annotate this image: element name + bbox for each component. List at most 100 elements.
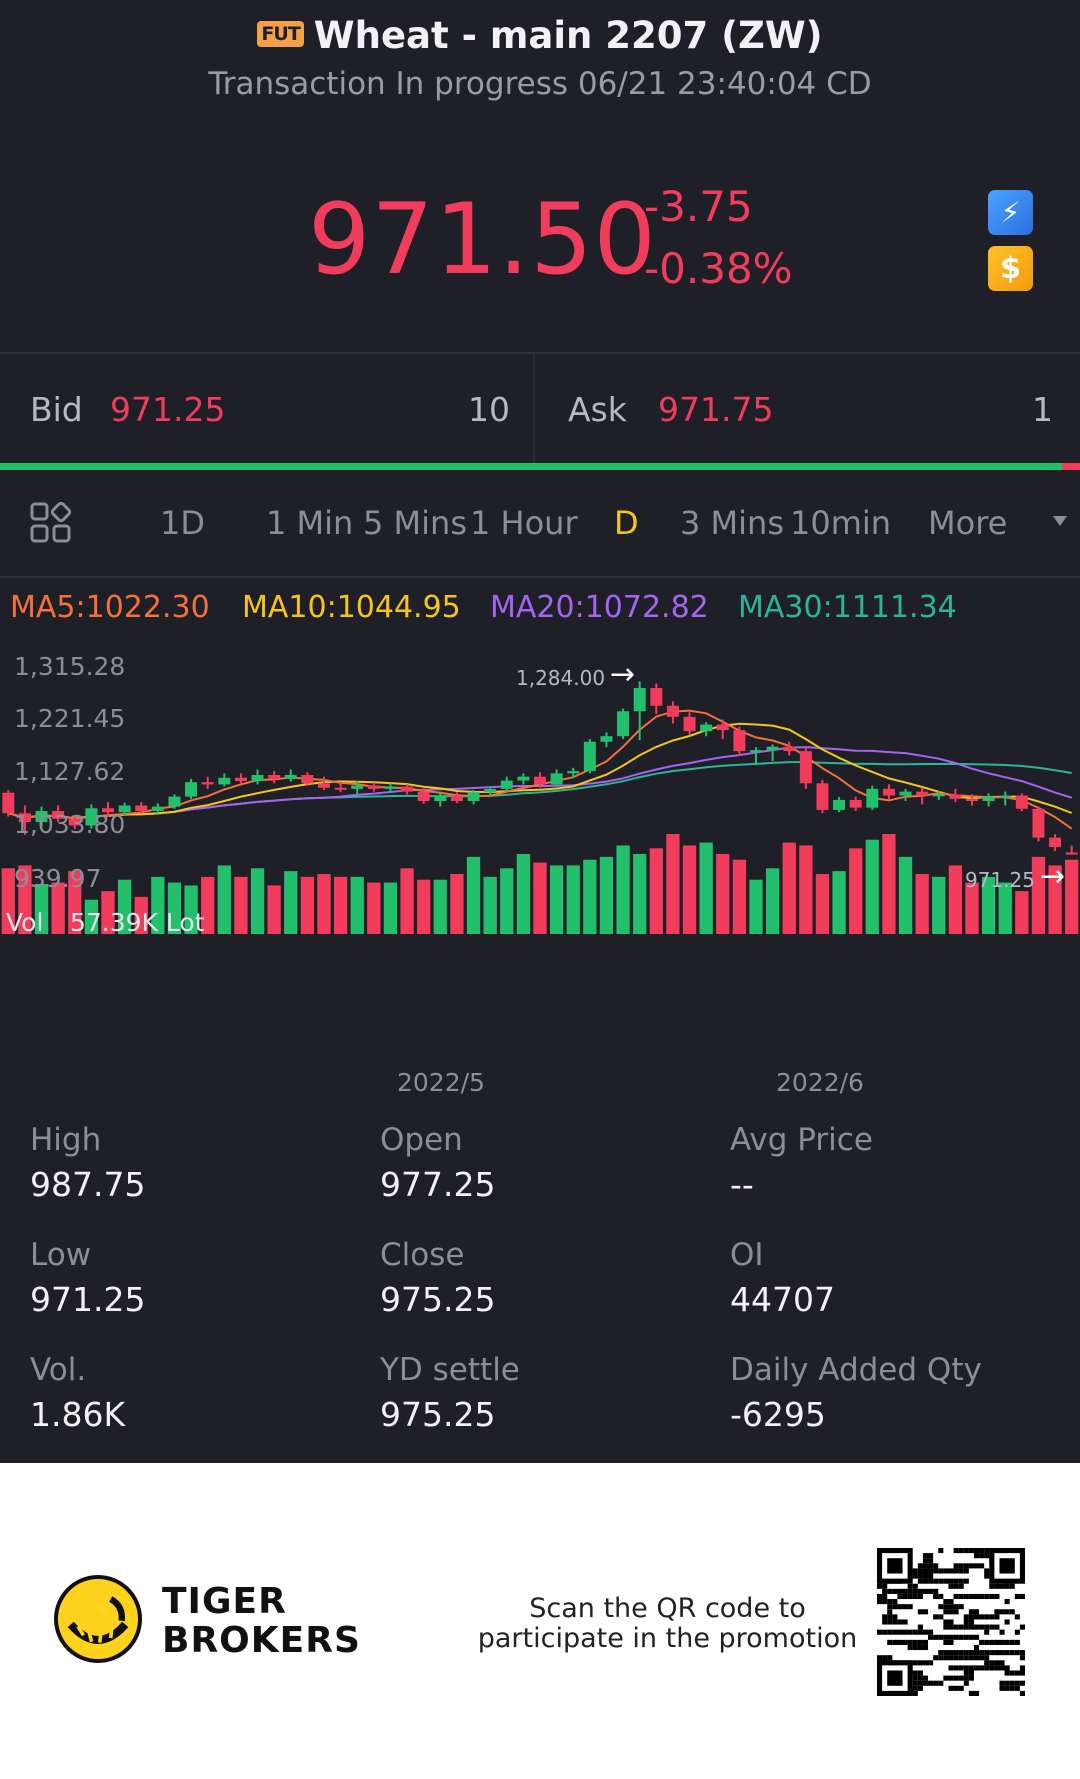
volume-bar	[533, 862, 547, 934]
tab-more[interactable]: More	[928, 504, 1008, 542]
candle-body	[633, 687, 646, 712]
volume-bar	[915, 874, 929, 934]
candle-body	[567, 771, 580, 774]
dollar-icon[interactable]: $	[988, 246, 1033, 291]
y-tick-4: 1,033.80	[14, 810, 126, 839]
candle-body	[450, 795, 463, 802]
tab-10min[interactable]: 10min	[790, 504, 892, 542]
grid-layout-icon[interactable]	[30, 502, 72, 544]
volume-bar	[101, 891, 115, 934]
y-tick-2: 1,221.45	[14, 704, 126, 733]
volume-bar	[849, 848, 863, 934]
candle-body	[52, 811, 65, 819]
volume-bar	[18, 865, 32, 934]
volume-bar	[250, 868, 265, 934]
volume-bar	[815, 874, 830, 934]
volume-bar	[599, 856, 614, 934]
stat-oi-label: OI	[730, 1237, 764, 1273]
volume-bar	[1, 868, 15, 934]
tab-5mins[interactable]: 5 Mins	[363, 504, 467, 542]
candle-body	[1015, 795, 1028, 809]
volume-bar	[732, 859, 747, 934]
stat-ydsettle-label: YD settle	[380, 1352, 520, 1388]
candle-body	[849, 799, 862, 808]
volume-bar	[616, 845, 630, 934]
stat-oi-value: 44707	[730, 1280, 835, 1319]
volume-bar	[1065, 859, 1079, 934]
volume-bar	[649, 848, 663, 934]
candle-body	[68, 818, 81, 826]
candle-body	[932, 794, 945, 797]
candle-body	[583, 741, 596, 772]
candle-body	[234, 777, 247, 782]
candle-body	[251, 774, 264, 782]
promo-text-line2: participate in the promotion	[477, 1623, 858, 1654]
candle-body	[334, 787, 347, 790]
candle-body	[517, 776, 530, 781]
candle-body	[2, 792, 15, 814]
flash-order-icon[interactable]: ⚡	[988, 190, 1033, 235]
candle-body	[168, 796, 181, 807]
candle-body	[434, 795, 447, 802]
volume-bar	[516, 854, 531, 934]
x-label-june: 2022/6	[776, 1068, 864, 1097]
bid-ask-divider	[533, 354, 535, 464]
tab-daily[interactable]: D	[614, 504, 639, 542]
candle-body	[467, 792, 480, 802]
candle-body	[899, 791, 912, 796]
ma5-line	[8, 709, 1073, 830]
candle-body	[716, 724, 729, 731]
volume-bar	[201, 876, 215, 934]
tab-1min[interactable]: 1 Min	[266, 504, 354, 542]
tab-1hour[interactable]: 1 Hour	[470, 504, 578, 542]
volume-bar	[500, 868, 514, 934]
volume-bar	[450, 874, 464, 934]
candle-body	[284, 774, 297, 779]
candle-body	[949, 794, 962, 799]
tab-3mins[interactable]: 3 Mins	[680, 504, 784, 542]
futures-badge: FUT	[257, 21, 304, 47]
bid-ask-ratio-bar	[0, 463, 1080, 470]
volume-bar	[549, 865, 564, 934]
y-tick-3: 1,127.62	[14, 757, 126, 786]
volume-bar	[749, 879, 763, 934]
y-tick-1: 1,315.28	[14, 652, 126, 681]
volume-bar	[699, 842, 713, 934]
candle-body	[700, 724, 713, 732]
candle-body	[534, 776, 546, 785]
tab-1d[interactable]: 1D	[160, 504, 205, 542]
stat-open-label: Open	[380, 1122, 463, 1158]
chevron-down-icon[interactable]	[1053, 516, 1067, 526]
instrument-title: FUT Wheat - main 2207 (ZW)	[0, 14, 1080, 57]
ask-ratio-fill	[1061, 463, 1080, 470]
volume-bar	[1048, 865, 1062, 934]
stat-low-value: 971.25	[30, 1280, 146, 1319]
stat-high-value: 987.75	[30, 1165, 146, 1204]
qr-code[interactable]	[877, 1548, 1025, 1696]
candle-body	[916, 791, 929, 796]
candle-body	[683, 716, 696, 732]
candle-body	[417, 791, 430, 802]
candle-body	[135, 805, 148, 812]
volume-bar	[583, 859, 597, 934]
volume-bar	[68, 871, 82, 934]
stat-vol-value: 1.86K	[30, 1395, 126, 1434]
candle-body	[750, 750, 762, 753]
kline-chart[interactable]	[0, 640, 1080, 1070]
candle-body	[367, 785, 380, 789]
volume-bar	[317, 874, 331, 934]
price-change: -3.75	[644, 182, 753, 231]
volume-bar	[932, 876, 946, 934]
volume-bar	[383, 882, 398, 934]
volume-bar	[466, 856, 481, 934]
period-tabs: 1D 1 Min 5 Mins 1 Hour D 3 Mins 10min Mo…	[0, 472, 1080, 578]
candle-body	[484, 788, 497, 793]
volume-bar	[184, 885, 198, 934]
candle-body	[600, 736, 613, 742]
candle-body	[799, 751, 812, 784]
volume-bar	[633, 854, 647, 934]
bid-price: 971.25	[110, 390, 226, 429]
candle-body	[151, 806, 164, 812]
volume-value: 57.39K Lot	[70, 908, 205, 937]
volume-bar	[782, 842, 796, 934]
